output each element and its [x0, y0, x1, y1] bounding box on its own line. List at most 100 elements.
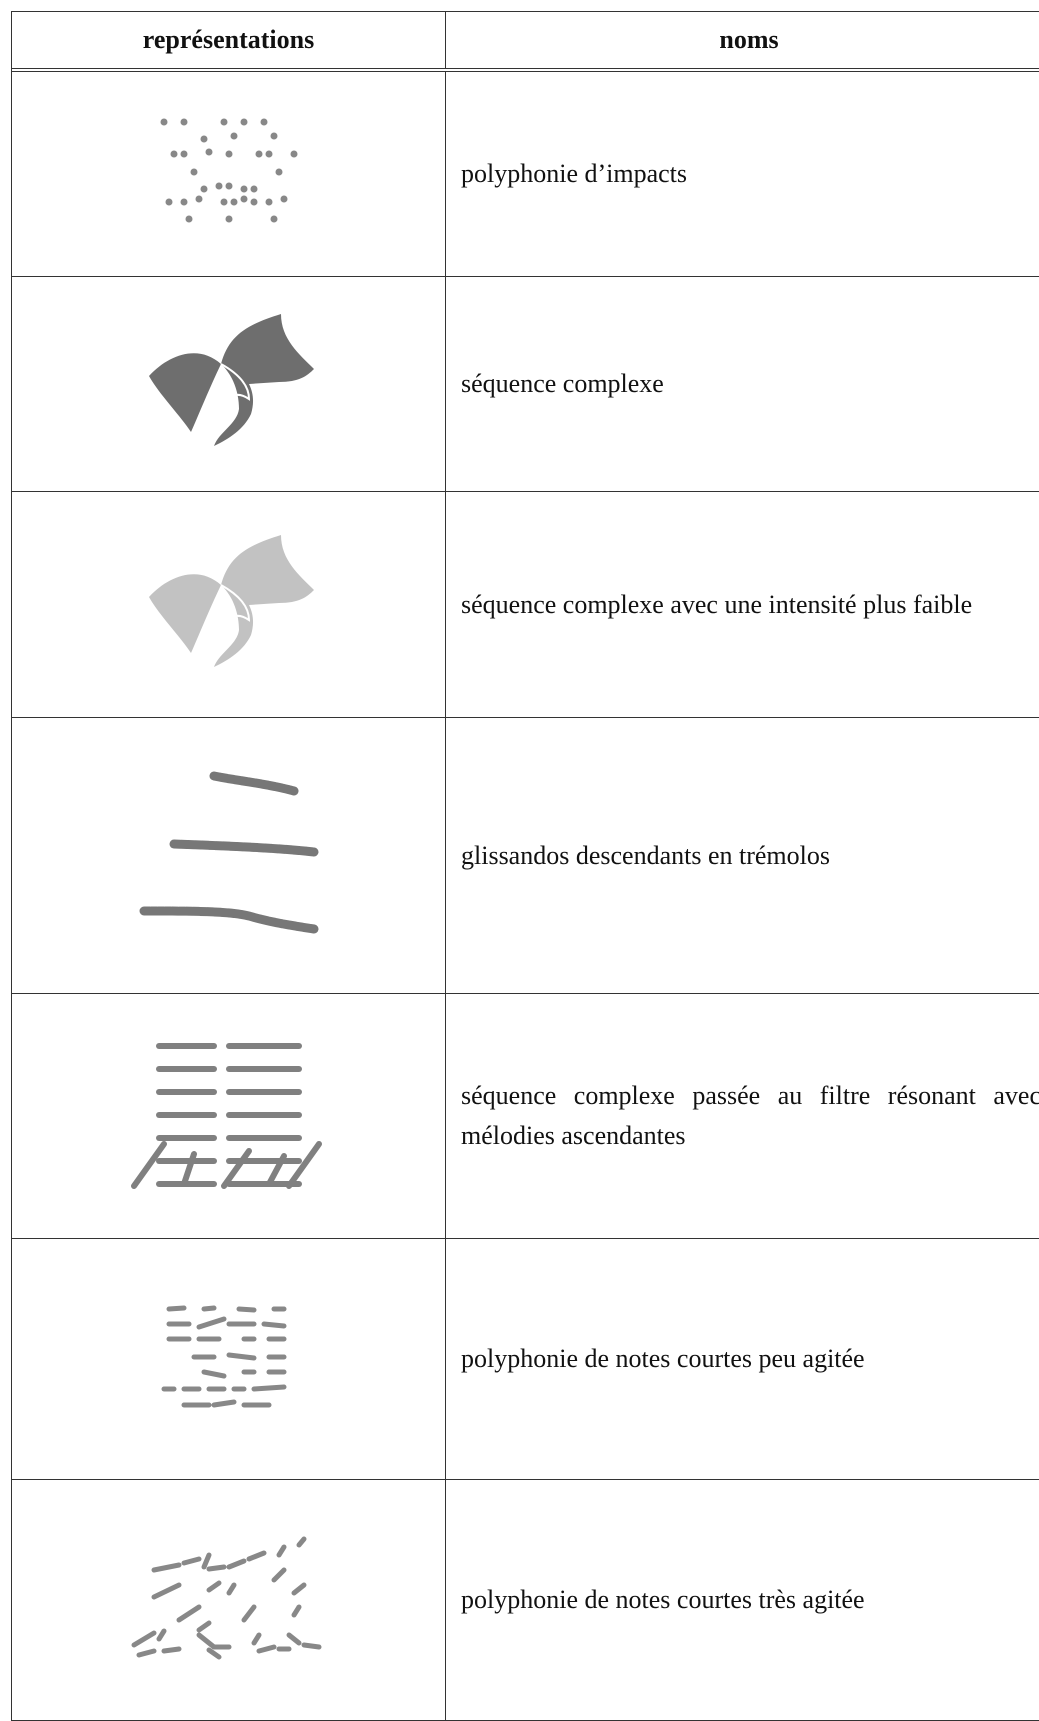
- illustration-cell: [12, 277, 446, 491]
- decoration: [165, 198, 172, 206]
- decoration: [196, 1632, 216, 1650]
- table: représentations noms polyphonie d’impact…: [11, 11, 1039, 1721]
- decoration: [250, 198, 257, 206]
- decoration: [271, 1567, 286, 1583]
- header-cell: représentations: [12, 12, 446, 68]
- name-cell: polyphonie d’impacts: [446, 72, 1039, 276]
- decoration: [200, 135, 207, 143]
- illustration-cell: [12, 994, 446, 1238]
- decoration: [261, 1321, 286, 1329]
- decoration: [250, 185, 257, 193]
- decoration: [240, 185, 247, 193]
- decoration: [290, 150, 297, 158]
- decoration: [291, 1604, 301, 1618]
- impacts-illustration: [160, 118, 297, 223]
- decoration: [296, 1536, 306, 1548]
- row: séquence complexe passée au filtre réson…: [12, 994, 1039, 1239]
- decoration: [181, 1556, 201, 1566]
- row: polyphonie de notes courtes peu agitée: [12, 1239, 1039, 1480]
- stroke: [209, 771, 298, 795]
- decoration: [185, 215, 192, 223]
- decoration: [156, 1628, 166, 1642]
- name-cell: séquence complexe passée au filtre réson…: [446, 994, 1039, 1238]
- decoration: [206, 1564, 226, 1572]
- decoration: [291, 1582, 306, 1596]
- row-name: séquence complexe avec une intensité plu…: [461, 589, 973, 619]
- decoration: [265, 198, 272, 206]
- illustration-cell: [12, 1480, 446, 1720]
- decoration: [206, 1580, 221, 1593]
- decoration: [200, 185, 207, 193]
- decoration: [220, 118, 227, 126]
- decoration: [206, 1647, 221, 1660]
- row: séquence complexe avec une intensité plu…: [12, 492, 1039, 718]
- stroke: [169, 839, 318, 856]
- decoration: [151, 1562, 181, 1573]
- row-name: polyphonie de notes courtes peu agitée: [461, 1344, 865, 1373]
- decoration: [220, 198, 227, 206]
- decoration: [180, 198, 187, 206]
- decoration: [215, 182, 222, 190]
- shape-edge: [220, 583, 250, 624]
- decoration: [195, 195, 202, 203]
- row: séquence complexe: [12, 277, 1039, 492]
- decoration: [230, 132, 237, 140]
- decoration: [160, 118, 167, 126]
- decoration: [225, 150, 232, 158]
- row: polyphonie de notes courtes très agitée: [12, 1480, 1039, 1721]
- illustration-cell: [12, 492, 446, 717]
- decoration: [230, 198, 237, 206]
- row-name: polyphonie de notes courtes très agitée: [461, 1585, 865, 1614]
- header-cell: noms: [719, 25, 779, 54]
- decoration: [136, 1648, 156, 1658]
- name-cell: glissandos descendants en trémolos: [446, 718, 1039, 993]
- decoration: [280, 195, 287, 203]
- stroke: [139, 906, 318, 933]
- name-cell: séquence complexe: [446, 277, 1039, 491]
- decoration: [196, 1316, 226, 1330]
- name-cell: séquence complexe avec une intensité plu…: [446, 492, 1039, 717]
- illustration-cell: [12, 718, 446, 993]
- decoration: [170, 150, 177, 158]
- illustration-cell: [12, 72, 446, 276]
- decoration: [276, 1544, 286, 1558]
- decoration: [260, 118, 267, 126]
- decoration: [286, 1632, 301, 1646]
- shape-edge: [220, 363, 250, 403]
- decoration: [240, 195, 247, 203]
- decoration: [256, 1644, 276, 1654]
- decoration: [225, 215, 232, 223]
- decoration: [205, 148, 212, 156]
- decoration: [211, 1399, 236, 1408]
- agitated-notes-illustration: [131, 1536, 321, 1660]
- row-name: glissandos descendants en trémolos: [461, 840, 830, 870]
- complex-illustration: [148, 314, 314, 446]
- decoration: [240, 118, 247, 126]
- decoration: [180, 118, 187, 126]
- decoration: [236, 1306, 256, 1313]
- decoration: [151, 1582, 181, 1600]
- decoration: [131, 1630, 156, 1648]
- decoration: [196, 1620, 211, 1633]
- name-cell: polyphonie de notes courtes peu agitée: [446, 1239, 1039, 1479]
- decoration: [270, 215, 277, 223]
- filter-illustration: [130, 1043, 322, 1189]
- row-name: séquence complexe: [461, 369, 664, 398]
- decoration: [270, 132, 277, 140]
- decoration: [166, 1305, 186, 1312]
- row: glissandos descendants en trémolos: [12, 718, 1039, 994]
- decoration: [301, 1642, 321, 1650]
- complex-light-illustration: [148, 534, 314, 667]
- decoration: [226, 1558, 246, 1570]
- decoration: [246, 1550, 266, 1562]
- header-row: représentations noms: [12, 12, 1039, 72]
- decoration: [161, 1646, 181, 1654]
- calm-notes-illustration: [161, 1305, 286, 1408]
- decoration: [180, 150, 187, 158]
- row-name: séquence complexe passée au filtre réson…: [461, 1081, 1039, 1150]
- row: polyphonie d’impacts: [12, 72, 1039, 277]
- decoration: [201, 1369, 226, 1379]
- illustration-cell: [12, 1239, 446, 1479]
- name-cell: polyphonie de notes courtes très agitée: [446, 1480, 1039, 1720]
